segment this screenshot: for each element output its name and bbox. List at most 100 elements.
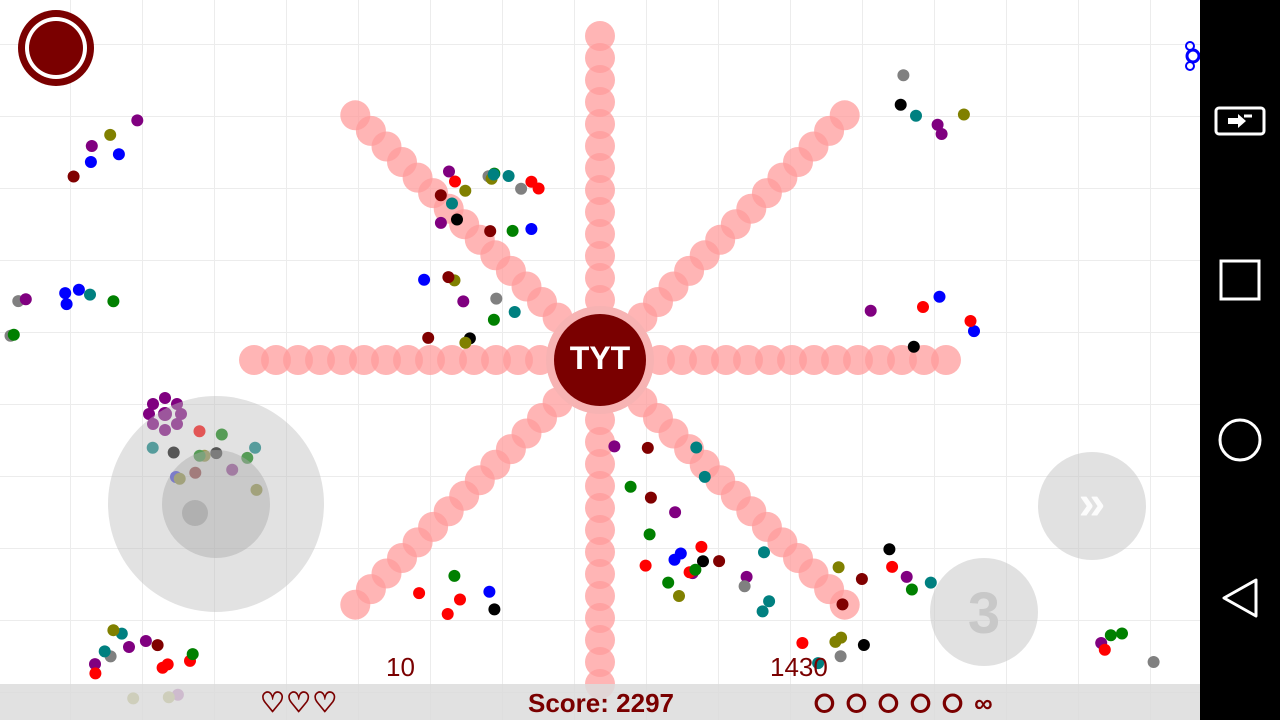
enemy-dot [193,425,206,438]
enemy-dot [59,287,72,300]
enemy-dot [689,563,702,576]
player-name-label: TYT [569,340,631,376]
enemy-dot [698,470,711,483]
enemy-dot [738,580,751,593]
beam-bullet [585,87,615,117]
enemy-dot [139,635,152,647]
beam-bullet [585,493,615,523]
enemy-dot [60,298,73,311]
enemy-dot [690,441,703,454]
enemy-dot [210,447,223,460]
recents-icon[interactable] [1200,240,1280,320]
enemy-dot [933,290,946,303]
enemy-dot [215,428,228,441]
enemy-dot [434,216,447,229]
game-area[interactable]: TYT » 3 10 1430 ♡♡♡ Score: 2297 ⭘ ⭘ ⭘ ⭘ … [0,0,1200,720]
beam-bullet [585,263,615,293]
enemy-dot [249,441,262,454]
beam-bullet [777,345,807,375]
beam-bullet [437,345,467,375]
ammo-indicator: ⭘ ⭘ ⭘ ⭘ ⭘ ∞ [814,688,995,718]
enemy-dot [758,546,770,559]
enemy-dot [502,170,515,182]
enemy-dot [697,555,709,568]
enemy-dot [968,325,980,338]
enemy-dot [442,271,455,284]
beam-bullet [585,197,615,227]
enemy-dot [107,624,120,637]
enemy-dot [836,598,849,611]
enemy-flower-left [143,392,187,436]
record-icon[interactable] [16,8,96,88]
beam-bullet [459,345,489,375]
enemy-dot [434,189,447,202]
enemy-dot [894,98,907,111]
beam-bullet [689,345,719,375]
beam-bullet [887,345,917,375]
bomb-button[interactable]: 3 [930,558,1038,666]
dash-icon: » [1078,477,1106,530]
enemy-dot [662,576,675,589]
beam-bullet [585,537,615,567]
beam-bullet [585,581,615,611]
beam-bullet [283,345,313,375]
enemy-dot [167,446,180,459]
beam-bullet [585,603,615,633]
enemy-dot [763,595,776,608]
enemy-dot [131,114,144,127]
enemy-dot [855,573,868,585]
enemy-dot [451,213,463,226]
beam-bullet [393,345,423,375]
playfield [4,21,1200,705]
enemy-dot [241,451,254,464]
enemy-dot [669,506,682,519]
beam-bullet [261,345,291,375]
home-icon[interactable] [1200,400,1280,480]
enemy-dot [643,528,656,541]
beam-bullet [585,153,615,183]
enemy-dot [487,313,500,326]
enemy-dot [695,540,708,553]
enemy-dot [812,657,825,670]
enemy-dot [883,543,896,556]
enemy-dot [72,283,85,296]
beam-bullet [585,427,615,457]
enemy-dot [484,225,497,238]
enemy-dot [487,168,500,181]
beam-bullet [340,589,371,620]
enemy-dot [459,184,472,197]
beam-bullet [585,241,615,271]
rotate-screen-icon[interactable] [1200,80,1280,160]
enemy-dot [1147,656,1160,668]
beam-bullet [585,175,615,205]
beam-bullet [667,345,697,375]
beam-bullet [585,131,615,161]
joystick-thumb[interactable] [162,450,270,558]
right-counter: 1430 [770,652,828,682]
enemy-dot [886,560,899,573]
beam-bullet [585,65,615,95]
enemy-dot [957,108,970,121]
beam-bullet [585,21,615,51]
enemy-dot [161,658,174,671]
dash-button[interactable]: » [1038,452,1146,560]
enemy-dot [900,570,913,583]
joystick-base[interactable] [108,396,324,612]
enemy-dot [1116,627,1128,640]
enemy-dot [515,182,528,195]
beam-bullet [305,345,335,375]
enemy-dot [674,547,687,560]
lives-hearts: ♡♡♡ [260,687,339,718]
beam-bullet [733,345,763,375]
enemy-dot [84,156,97,168]
enemy-dot [422,331,435,344]
enemy-dot [905,583,918,596]
player-core [554,314,646,406]
beam-bullet [327,345,357,375]
status-bar [0,684,1200,720]
beam-bullet [585,219,615,249]
enemy-dot [446,197,458,210]
back-icon[interactable] [1200,558,1280,638]
enemy-dot [624,480,637,493]
enemy-dot [123,641,135,653]
